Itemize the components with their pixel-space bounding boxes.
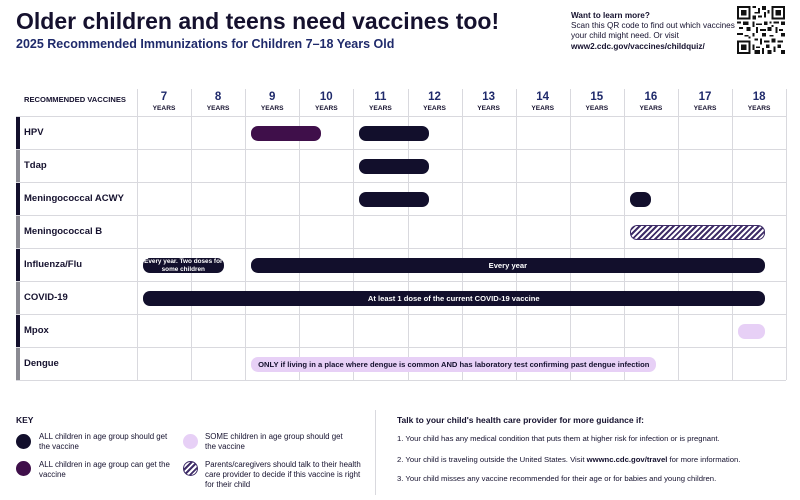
vaccine-name-meningococcal-acwy: Meningococcal ACWY (24, 193, 124, 204)
vaccine-row-marker (16, 282, 20, 314)
vaccine-name-influenza-flu: Influenza/Flu (24, 259, 83, 270)
grid-row-line (16, 116, 787, 117)
key-all-can-marker (16, 461, 31, 476)
vaccine-row-marker (16, 216, 20, 248)
age-14-unit: YEARS (531, 105, 555, 112)
age-17-unit: YEARS (693, 105, 717, 112)
age-18-label: 18 (752, 91, 766, 103)
age-11-label: 11 (374, 91, 387, 103)
vaccine-name-hpv: HPV (24, 127, 44, 138)
grid-column-line (570, 89, 571, 380)
vaccine-name-dengue: Dengue (24, 358, 59, 369)
age-13-unit: YEARS (477, 105, 500, 112)
grid-column-line (786, 89, 787, 380)
age-9-unit: YEARS (260, 105, 284, 112)
grid-column-line (516, 89, 517, 380)
age-10-label: 10 (319, 91, 333, 103)
grid-column-line (137, 89, 138, 380)
guidance-item-2-suffix: for more information. (669, 455, 741, 464)
key-talk-provider-marker (183, 461, 198, 476)
learn-more-text: Scan this QR code to find out which vacc… (571, 21, 735, 41)
vaccine-bar-all: Every year (251, 258, 765, 273)
vaccine-bar-all: Every year. Two doses for some children (143, 258, 224, 273)
age-16-unit: YEARS (639, 105, 663, 112)
age-7-label: 7 (160, 91, 168, 103)
vaccine-row-marker (16, 150, 20, 182)
vaccine-bar-all (629, 192, 651, 207)
page-title: Older children and teens need vaccines t… (16, 8, 500, 34)
grid-row-line (16, 347, 787, 348)
age-10-unit: YEARS (314, 105, 338, 112)
learn-more-box: Want to learn more? Scan this QR code to… (571, 11, 736, 52)
vaccine-name-tdap: Tdap (24, 160, 47, 171)
grid-column-line (408, 89, 409, 380)
age-18-unit: YEARS (747, 105, 771, 112)
age-14-label: 14 (536, 91, 550, 103)
grid-row-line (16, 314, 787, 315)
key-title: KEY (16, 415, 34, 425)
vaccine-bar-some: ONLY if living in a place where dengue i… (251, 357, 657, 372)
grid-row-line (16, 281, 787, 282)
key-all-should-text: ALL children in age group should get the… (39, 432, 168, 451)
page-subtitle: 2025 Recommended Immunizations for Child… (16, 37, 395, 51)
age-12-unit: YEARS (423, 105, 446, 112)
key-some-should-marker (183, 434, 198, 449)
age-15-unit: YEARS (585, 105, 609, 112)
guidance-title: Talk to your child's health care provide… (397, 415, 644, 425)
guidance-item-3: 3. Your child misses any vaccine recomme… (397, 474, 717, 483)
vaccine-name-covid-19: COVID-19 (24, 292, 68, 303)
age-7-unit: YEARS (152, 105, 176, 112)
footer-divider (375, 410, 376, 495)
grid-row-line (16, 380, 787, 381)
key-some-should-text: SOME children in age group should get th… (205, 432, 343, 451)
age-11-unit: YEARS (369, 105, 392, 112)
grid-column-line (624, 89, 625, 380)
vaccine-name-mpox: Mpox (24, 325, 49, 336)
age-8-unit: YEARS (206, 105, 230, 112)
travel-link[interactable]: wwwnc.cdc.gov/travel (586, 455, 668, 464)
guidance-item-2: 2. Your child is traveling outside the U… (397, 455, 740, 464)
vaccine-bar-all (359, 126, 430, 141)
learn-more-link[interactable]: www2.cdc.gov/vaccines/childquiz/ (571, 41, 705, 51)
grid-row-line (16, 215, 787, 216)
grid-column-line (299, 89, 300, 380)
vaccine-bar-all: At least 1 dose of the current COVID-19 … (143, 291, 765, 306)
vaccine-row-marker (16, 348, 20, 380)
vaccine-bar-talk (629, 225, 765, 240)
key-all-should-marker (16, 434, 31, 449)
vaccine-bar-can (251, 126, 321, 141)
grid-row-line (16, 182, 787, 183)
guidance-item-2-text: 2. Your child is traveling outside the U… (397, 455, 585, 464)
age-16-label: 16 (644, 91, 658, 103)
age-13-label: 13 (482, 91, 495, 103)
age-8-label: 8 (214, 91, 222, 103)
key-talk-provider-text: Parents/caregivers should talk to their … (205, 460, 361, 489)
grid-column-line (462, 89, 463, 380)
grid-column-line (191, 89, 192, 380)
vaccine-row-marker (16, 117, 20, 149)
grid-row-line (16, 248, 787, 249)
vaccine-bar-all (359, 192, 430, 207)
vaccine-row-marker (16, 249, 20, 281)
vaccine-row-marker (16, 183, 20, 215)
grid-row-line (16, 149, 787, 150)
learn-more-title: Want to learn more? (571, 11, 650, 20)
vaccine-bar-all (359, 159, 430, 174)
qr-code-icon[interactable] (737, 6, 785, 54)
age-12-label: 12 (428, 91, 441, 103)
age-9-label: 9 (268, 91, 276, 103)
recommended-vaccines-header: RECOMMENDED VACCINES (24, 95, 126, 104)
vaccine-row-marker (16, 315, 20, 347)
age-15-label: 15 (590, 91, 604, 103)
guidance-item-1: 1. Your child has any medical condition … (397, 434, 720, 443)
grid-column-line (353, 89, 354, 380)
age-17-label: 17 (698, 91, 712, 103)
vaccine-bar-some (738, 324, 765, 339)
key-all-can-text: ALL children in age group can get the va… (39, 460, 170, 479)
grid-column-line (245, 89, 246, 380)
vaccine-name-meningococcal-b: Meningococcal B (24, 226, 103, 237)
